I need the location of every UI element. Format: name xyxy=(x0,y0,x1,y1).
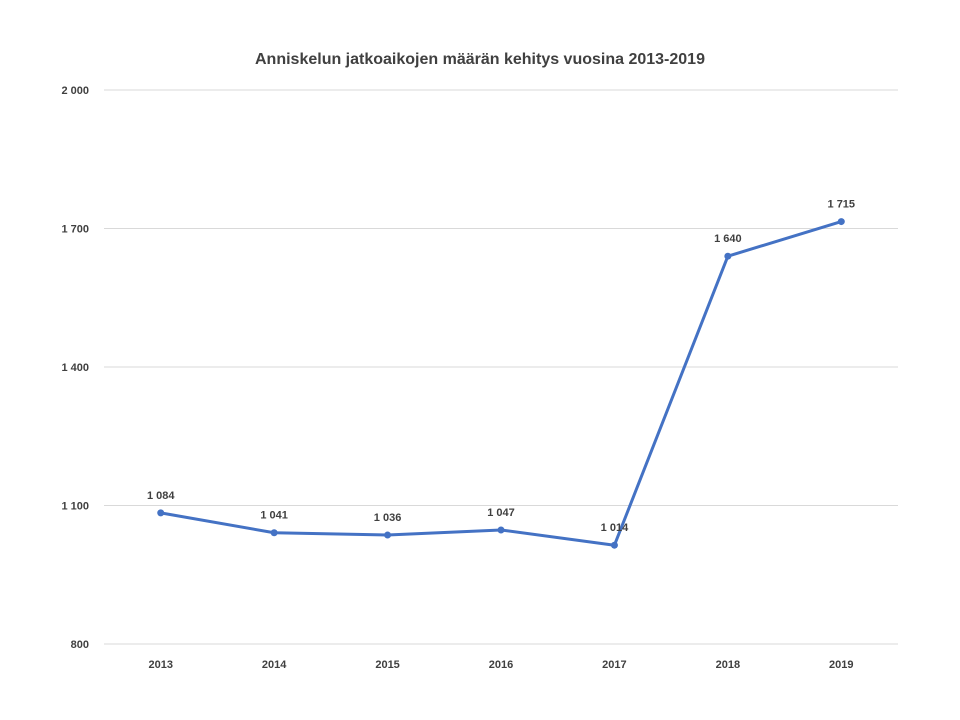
y-tick-label: 2 000 xyxy=(61,85,89,97)
gridlines xyxy=(104,89,898,645)
chart-title: Anniskelun jatkoaikojen määrän kehitys v… xyxy=(255,51,705,68)
x-axis-tick-labels: 2013 2014 2015 2016 2017 2018 2019 xyxy=(148,659,853,671)
series-line-group xyxy=(157,218,845,549)
x-tick-label: 2013 xyxy=(148,659,172,671)
x-tick-label: 2014 xyxy=(262,659,287,671)
y-tick-label: 1 700 xyxy=(61,224,89,236)
data-point xyxy=(270,529,278,537)
x-tick-label: 2019 xyxy=(829,659,853,671)
data-label: 1 084 xyxy=(147,490,175,502)
x-tick-label: 2015 xyxy=(375,659,399,671)
y-tick-label: 1 100 xyxy=(61,501,89,513)
data-labels: 1 084 1 041 1 036 1 047 1 014 1 640 1 715 xyxy=(147,199,855,535)
x-tick-label: 2017 xyxy=(602,659,626,671)
data-point xyxy=(610,541,618,549)
data-label: 1 047 xyxy=(487,507,515,519)
x-tick-label: 2016 xyxy=(489,659,513,671)
y-axis-tick-labels: 800 1 100 1 400 1 700 2 000 xyxy=(61,85,89,651)
data-point xyxy=(497,526,505,534)
data-label: 1 014 xyxy=(601,522,629,534)
data-label: 1 715 xyxy=(828,199,856,211)
y-tick-label: 1 400 xyxy=(61,362,89,374)
y-tick-label: 800 xyxy=(71,639,89,651)
data-point xyxy=(157,509,165,517)
data-point xyxy=(837,218,845,226)
data-label: 1 640 xyxy=(714,233,742,245)
x-tick-label: 2018 xyxy=(716,659,740,671)
series-line xyxy=(159,220,843,547)
data-point xyxy=(724,252,732,260)
data-point xyxy=(384,531,392,539)
data-label: 1 036 xyxy=(374,512,402,524)
data-label: 1 041 xyxy=(260,510,288,522)
